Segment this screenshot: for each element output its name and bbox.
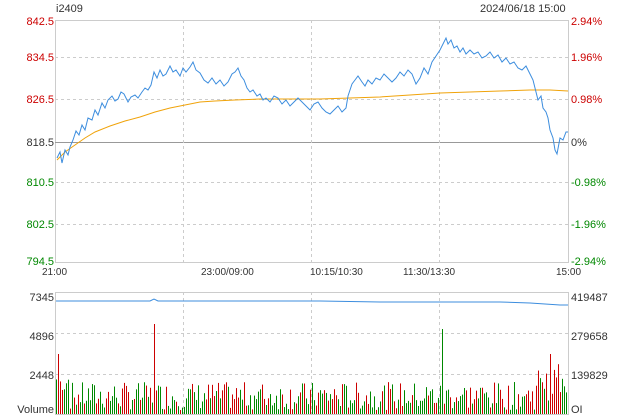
- oi-tick: 139829: [571, 370, 608, 382]
- volume-label: Volume: [17, 404, 54, 416]
- datetime-label: 2024/06/18 15:00: [480, 3, 566, 15]
- price-tick: 818.5: [26, 137, 54, 149]
- volume-tick: 7345: [29, 292, 54, 304]
- pct-tick: 0.98%: [571, 94, 603, 106]
- price-grid: [55, 20, 569, 263]
- oi-tick: 419487: [571, 292, 608, 304]
- pct-tick: 1.96%: [571, 52, 603, 64]
- open-interest-line: [56, 298, 568, 306]
- price-tick: 802.5: [26, 219, 54, 231]
- price-tick: 834.5: [26, 52, 54, 64]
- symbol-title: i2409: [56, 3, 83, 15]
- pct-tick: -1.96%: [571, 219, 606, 231]
- price-line: [56, 36, 568, 164]
- price-tick: 842.5: [26, 16, 54, 28]
- pct-tick: 0%: [571, 137, 587, 149]
- time-tick: 23:00/09:00: [201, 267, 254, 278]
- volume-grid: [55, 292, 569, 415]
- time-tick: 11:30/13:30: [403, 267, 456, 278]
- oi-label: OI: [571, 404, 583, 416]
- pct-tick: -0.98%: [571, 177, 606, 189]
- avg-price-line: [56, 89, 569, 161]
- time-tick: 21:00: [42, 267, 68, 278]
- price-tick: 794.5: [26, 256, 54, 268]
- price-tick: 810.5: [26, 177, 54, 189]
- price-tick: 826.5: [26, 94, 54, 106]
- pct-tick: -2.94%: [571, 256, 606, 268]
- time-tick: 15:00: [556, 267, 582, 278]
- volume-bars: [56, 324, 567, 414]
- volume-tick: 4896: [29, 331, 54, 343]
- pct-tick: 2.94%: [571, 16, 603, 28]
- volume-tick: 2448: [29, 370, 54, 382]
- time-tick: 10:15/10:30: [310, 267, 363, 278]
- oi-tick: 279658: [571, 331, 608, 343]
